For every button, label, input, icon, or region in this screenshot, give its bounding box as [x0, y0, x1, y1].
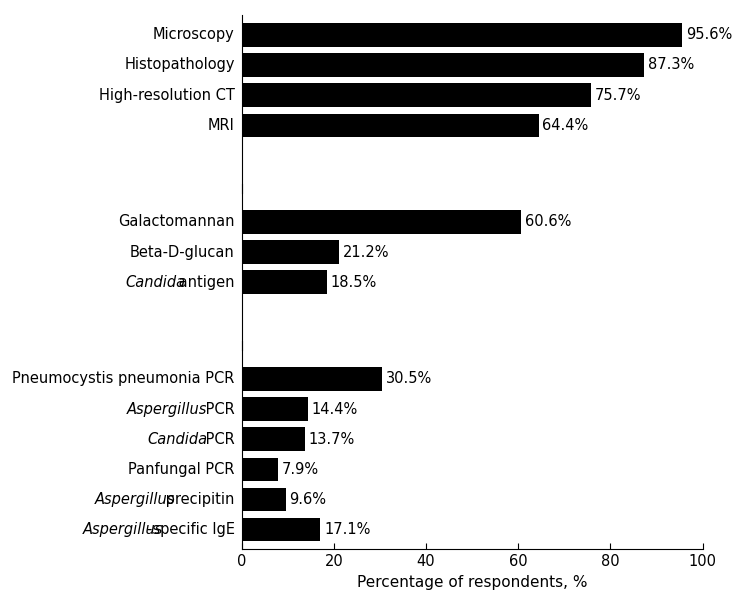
Text: High-resolution CT: High-resolution CT [99, 87, 235, 103]
Text: Aspergillus: Aspergillus [127, 401, 207, 416]
Bar [242, 53, 644, 76]
Text: MRI: MRI [208, 118, 235, 133]
Text: Microscopy: Microscopy [153, 27, 235, 42]
Text: Histopathology: Histopathology [124, 58, 235, 72]
Text: 75.7%: 75.7% [594, 87, 640, 103]
Bar [242, 83, 591, 107]
Text: 7.9%: 7.9% [282, 462, 319, 477]
Text: Panfungal PCR: Panfungal PCR [128, 462, 235, 477]
Bar [242, 271, 327, 294]
Text: 60.6%: 60.6% [525, 214, 571, 229]
Bar [242, 240, 340, 264]
Text: 17.1%: 17.1% [324, 522, 370, 537]
Text: Candida: Candida [147, 432, 207, 447]
Text: Galactomannan: Galactomannan [118, 214, 235, 229]
X-axis label: Percentage of respondents, %: Percentage of respondents, % [357, 575, 587, 590]
Text: 95.6%: 95.6% [686, 27, 732, 42]
Text: 9.6%: 9.6% [290, 492, 326, 507]
Bar [242, 23, 682, 47]
Bar [242, 114, 539, 137]
Bar [242, 488, 285, 511]
Text: 64.4%: 64.4% [542, 118, 589, 133]
Text: Aspergillus: Aspergillus [94, 492, 175, 507]
Text: 13.7%: 13.7% [308, 432, 355, 447]
Text: Candida: Candida [125, 275, 185, 290]
Text: 30.5%: 30.5% [386, 371, 432, 386]
Text: PCR: PCR [201, 432, 235, 447]
Text: 21.2%: 21.2% [343, 245, 389, 260]
Text: Pneumocystis pneumonia PCR: Pneumocystis pneumonia PCR [12, 371, 235, 386]
Bar [242, 427, 305, 451]
Text: antigen: antigen [174, 275, 235, 290]
Bar [242, 367, 382, 390]
Text: Aspergillus: Aspergillus [83, 522, 163, 537]
Text: Beta-D-glucan: Beta-D-glucan [130, 245, 235, 260]
Text: 18.5%: 18.5% [331, 275, 377, 290]
Text: 87.3%: 87.3% [648, 58, 694, 72]
Bar [242, 458, 278, 481]
Bar [242, 397, 308, 421]
Bar [242, 518, 321, 541]
Text: -specific IgE: -specific IgE [146, 522, 235, 537]
Text: 14.4%: 14.4% [312, 401, 358, 416]
Text: PCR: PCR [201, 401, 235, 416]
Text: precipitin: precipitin [161, 492, 235, 507]
Bar [242, 210, 521, 234]
